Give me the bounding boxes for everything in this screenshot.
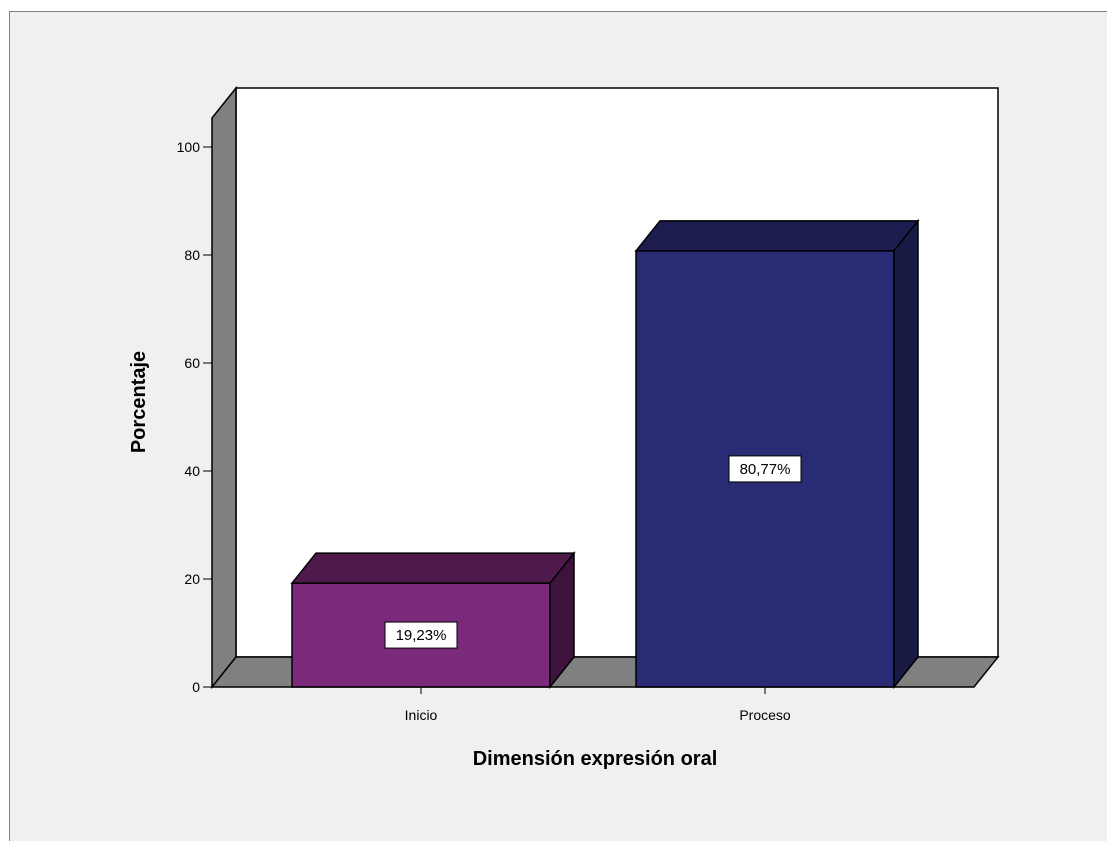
data-label: 80,77% xyxy=(740,461,791,478)
bar-side xyxy=(893,218,919,690)
plot-left-wall xyxy=(211,85,237,690)
data-label: 19,23% xyxy=(396,627,447,644)
bar-side xyxy=(549,551,575,690)
y-tick-label: 40 xyxy=(184,463,200,479)
y-axis-title: Porcentaje xyxy=(128,351,150,453)
data-labels: 19,23% 80,77% xyxy=(384,455,802,649)
y-tick-label: 20 xyxy=(184,571,200,587)
data-label-box xyxy=(728,455,802,483)
y-tick-label: 60 xyxy=(184,355,200,371)
bar-top xyxy=(290,552,576,584)
y-axis: 0 20 40 60 80 100 xyxy=(177,139,212,695)
x-axis-title: Dimensión expresión oral xyxy=(473,748,718,770)
y-tick-label: 100 xyxy=(177,139,201,155)
data-label-box xyxy=(384,621,458,649)
x-axis-categories: Inicio Proceso xyxy=(405,687,791,723)
x-category-label: Proceso xyxy=(739,707,791,723)
x-category-label: Inicio xyxy=(405,707,438,723)
y-tick-label: 80 xyxy=(184,247,200,263)
y-tick-label: 0 xyxy=(192,679,200,695)
bar-top xyxy=(634,220,920,252)
